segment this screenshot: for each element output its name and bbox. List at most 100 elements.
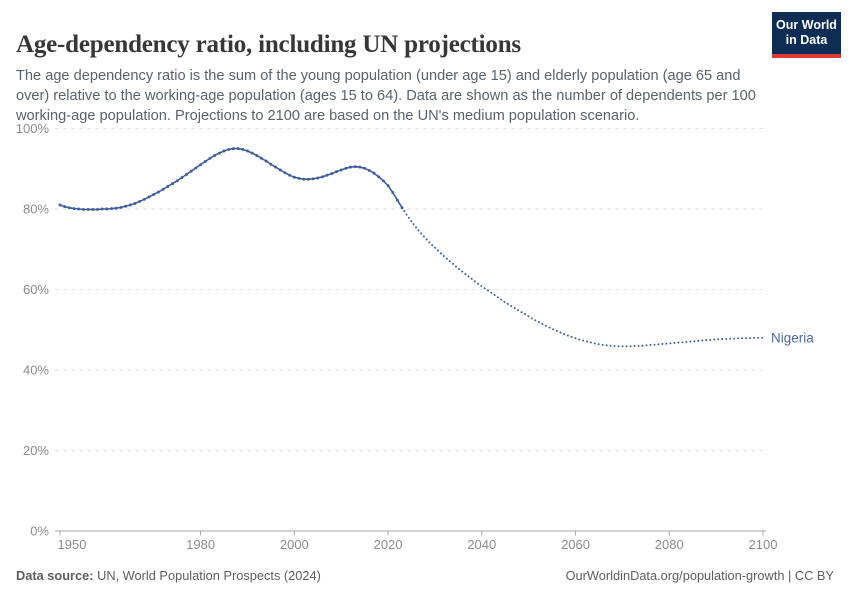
data-point-marker — [377, 175, 381, 179]
data-point-marker — [269, 162, 273, 166]
data-source-text: UN, World Population Prospects (2024) — [93, 568, 321, 583]
data-point-marker — [72, 207, 76, 211]
x-tick-label: 2080 — [655, 537, 684, 552]
data-point-marker — [77, 207, 81, 211]
entity-label-nigeria: Nigeria — [771, 330, 814, 345]
data-point-marker — [367, 168, 371, 172]
data-point-marker — [133, 201, 137, 205]
data-point-marker — [339, 168, 343, 172]
data-point-marker — [288, 173, 292, 177]
data-point-marker — [264, 159, 268, 163]
x-tick-label: 2100 — [749, 537, 778, 552]
data-source-note: Data source: UN, World Population Prospe… — [16, 568, 321, 583]
data-point-marker — [217, 151, 221, 155]
data-point-marker — [297, 176, 301, 180]
data-point-marker — [321, 175, 324, 179]
data-point-marker — [372, 171, 376, 175]
data-point-marker — [67, 206, 71, 210]
data-point-marker — [63, 205, 67, 209]
data-point-marker — [335, 170, 338, 174]
x-tick-label: 1950 — [58, 537, 87, 552]
data-point-marker — [161, 187, 165, 191]
data-point-marker — [391, 191, 395, 194]
data-point-marker — [86, 207, 90, 211]
data-point-marker — [231, 147, 235, 151]
data-point-marker — [156, 190, 160, 194]
data-point-marker — [110, 207, 114, 211]
data-point-marker — [147, 195, 151, 199]
data-point-marker — [91, 207, 95, 211]
data-point-marker — [306, 177, 310, 181]
data-point-marker — [255, 154, 259, 157]
data-point-marker — [166, 185, 170, 188]
data-point-marker — [213, 154, 217, 157]
data-point-marker — [222, 149, 226, 153]
data-point-marker — [114, 206, 118, 210]
data-point-marker — [96, 207, 99, 211]
x-tick-label: 1980 — [186, 537, 215, 552]
data-point-marker — [142, 197, 146, 201]
data-point-marker — [330, 172, 334, 176]
y-tick-label: 20% — [23, 443, 49, 458]
data-point-marker — [316, 176, 320, 180]
y-tick-label: 40% — [23, 363, 49, 378]
data-point-marker — [246, 149, 249, 153]
projection-dotted-line — [401, 206, 764, 348]
data-point-marker — [124, 204, 128, 208]
data-point-marker — [250, 151, 254, 155]
data-point-marker — [363, 166, 367, 170]
data-point-marker — [81, 207, 85, 211]
data-point-marker — [358, 165, 362, 169]
data-point-marker — [194, 166, 198, 170]
data-point-marker — [344, 166, 348, 170]
x-tick-label: 2020 — [374, 537, 403, 552]
data-point-marker — [58, 203, 62, 207]
y-tick-label: 0% — [30, 524, 49, 539]
data-point-marker — [199, 163, 203, 167]
chart-subtitle: The age dependency ratio is the sum of t… — [16, 67, 756, 125]
data-point-marker — [283, 171, 287, 175]
x-tick-label: 2060 — [561, 537, 590, 552]
data-point-marker — [353, 165, 357, 169]
data-point-marker — [185, 172, 188, 176]
data-point-marker — [381, 179, 385, 183]
data-point-marker — [395, 198, 399, 202]
data-point-marker — [175, 179, 179, 183]
historical-line — [59, 147, 403, 211]
owid-logo-text: Our World in Data — [776, 18, 837, 47]
data-point-marker — [227, 147, 231, 151]
x-tick-label: 2000 — [280, 537, 309, 552]
data-point-marker — [138, 199, 142, 203]
data-point-marker — [189, 169, 193, 173]
chart-title: Age-dependency ratio, including UN proje… — [16, 30, 521, 58]
data-point-marker — [100, 207, 104, 211]
data-point-marker — [208, 156, 212, 160]
data-point-marker — [128, 203, 132, 207]
data-point-marker — [180, 176, 184, 180]
data-point-marker — [241, 147, 245, 151]
data-point-marker — [325, 173, 329, 177]
data-point-marker — [278, 168, 282, 172]
data-point-marker — [171, 182, 174, 186]
data-point-marker — [203, 160, 207, 163]
data-point-marker — [349, 165, 353, 169]
data-point-marker — [260, 156, 263, 160]
data-point-marker — [119, 205, 123, 209]
data-point-marker — [292, 175, 296, 179]
data-point-marker — [302, 177, 306, 181]
owid-url-link[interactable]: OurWorldinData.org/population-growth | C… — [565, 568, 834, 583]
data-point-marker — [274, 165, 278, 169]
chart-footer: Data source: UN, World Population Prospe… — [16, 568, 834, 583]
data-source-label: Data source: — [16, 568, 94, 583]
data-point-marker — [152, 193, 156, 196]
data-point-marker — [311, 177, 315, 181]
data-point-marker — [236, 147, 240, 151]
y-tick-label: 100% — [16, 121, 50, 136]
y-tick-label: 80% — [23, 202, 49, 217]
data-point-marker — [105, 207, 109, 211]
y-tick-label: 60% — [23, 282, 49, 297]
x-tick-label: 2040 — [467, 537, 496, 552]
owid-logo[interactable]: Our World in Data — [772, 12, 841, 58]
